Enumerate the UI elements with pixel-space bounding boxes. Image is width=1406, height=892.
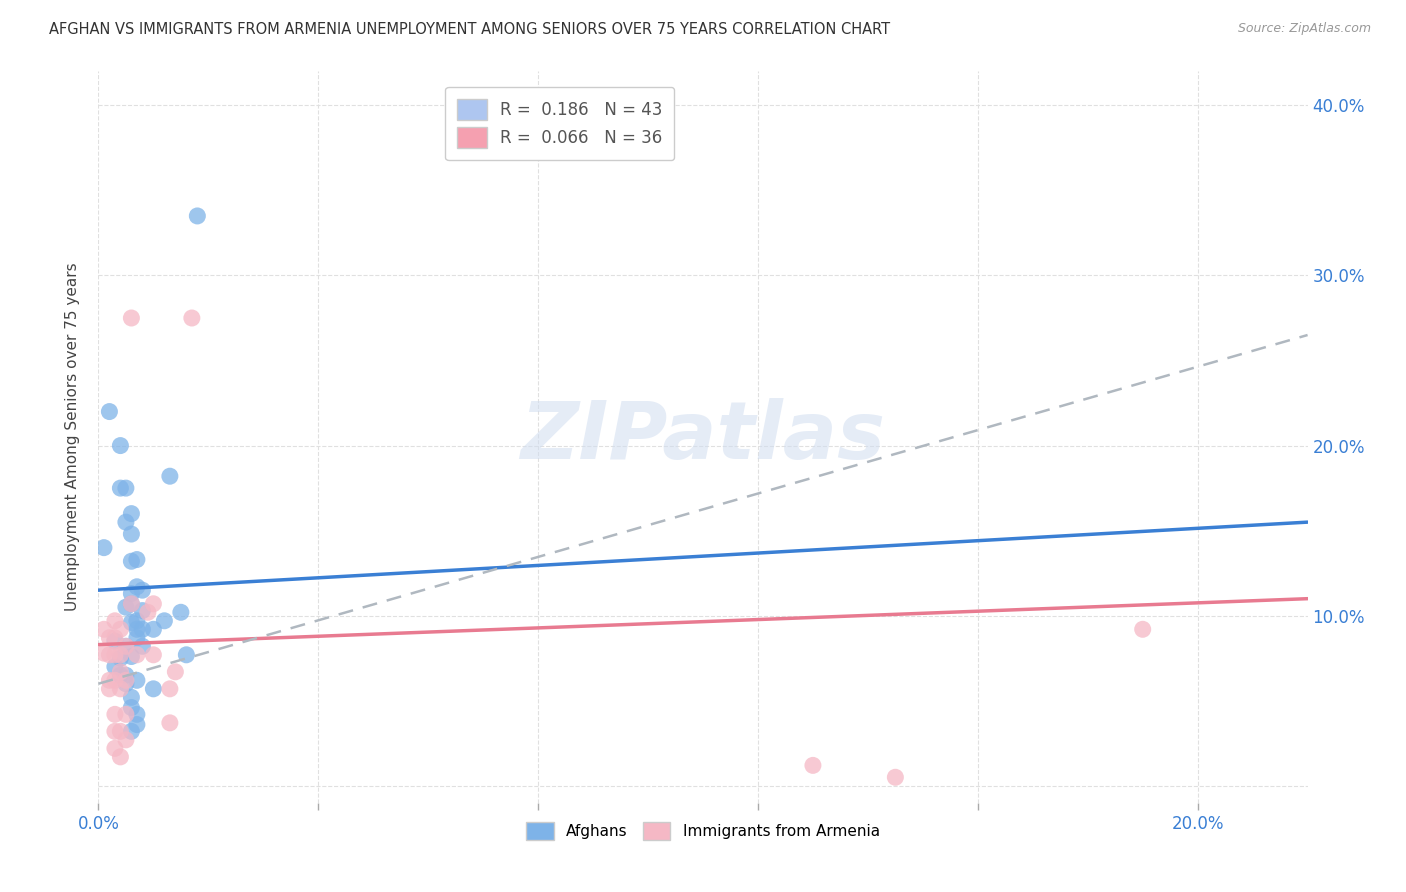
Point	[120, 527, 142, 541]
Point	[104, 741, 127, 756]
Point	[110, 622, 132, 636]
Point	[110, 724, 132, 739]
Point	[120, 649, 142, 664]
Point	[142, 597, 165, 611]
Point	[98, 648, 121, 662]
Point	[120, 597, 142, 611]
Point	[120, 554, 142, 568]
Point	[159, 681, 181, 696]
Point	[125, 614, 148, 628]
Point	[131, 583, 153, 598]
Point	[125, 673, 148, 688]
Point	[120, 586, 142, 600]
Point	[115, 640, 138, 654]
Point	[110, 481, 132, 495]
Point	[115, 481, 138, 495]
Point	[170, 605, 193, 619]
Point	[153, 614, 176, 628]
Point	[104, 659, 127, 673]
Point	[104, 631, 127, 645]
Point	[125, 631, 148, 645]
Point	[120, 700, 142, 714]
Point	[176, 648, 198, 662]
Point	[142, 622, 165, 636]
Point	[104, 648, 127, 662]
Point	[884, 770, 907, 784]
Point	[1132, 622, 1154, 636]
Point	[115, 600, 138, 615]
Point	[120, 597, 142, 611]
Point	[165, 665, 187, 679]
Point	[120, 724, 142, 739]
Point	[131, 640, 153, 654]
Point	[120, 311, 142, 326]
Point	[159, 469, 181, 483]
Point	[120, 507, 142, 521]
Point	[120, 690, 142, 705]
Point	[104, 707, 127, 722]
Point	[115, 673, 138, 688]
Point	[801, 758, 824, 772]
Text: Source: ZipAtlas.com: Source: ZipAtlas.com	[1237, 22, 1371, 36]
Point	[110, 750, 132, 764]
Point	[125, 580, 148, 594]
Y-axis label: Unemployment Among Seniors over 75 years: Unemployment Among Seniors over 75 years	[65, 263, 80, 611]
Point	[115, 677, 138, 691]
Point	[98, 404, 121, 418]
Point	[93, 622, 115, 636]
Point	[131, 622, 153, 636]
Point	[110, 668, 132, 682]
Point	[110, 651, 132, 665]
Point	[98, 681, 121, 696]
Point	[93, 541, 115, 555]
Point	[125, 622, 148, 636]
Point	[98, 673, 121, 688]
Text: AFGHAN VS IMMIGRANTS FROM ARMENIA UNEMPLOYMENT AMONG SENIORS OVER 75 YEARS CORRE: AFGHAN VS IMMIGRANTS FROM ARMENIA UNEMPL…	[49, 22, 890, 37]
Point	[186, 209, 208, 223]
Point	[125, 717, 148, 731]
Point	[159, 715, 181, 730]
Point	[110, 439, 132, 453]
Point	[131, 604, 153, 618]
Point	[104, 614, 127, 628]
Point	[142, 681, 165, 696]
Point	[110, 665, 132, 679]
Point	[142, 648, 165, 662]
Point	[136, 605, 159, 619]
Point	[93, 646, 115, 660]
Point	[115, 640, 138, 654]
Point	[115, 732, 138, 747]
Point	[120, 615, 142, 630]
Point	[115, 707, 138, 722]
Point	[110, 648, 132, 662]
Point	[104, 724, 127, 739]
Point	[104, 673, 127, 688]
Point	[115, 515, 138, 529]
Point	[104, 634, 127, 648]
Point	[180, 311, 202, 326]
Point	[125, 552, 148, 566]
Point	[125, 648, 148, 662]
Legend: Afghans, Immigrants from Armenia: Afghans, Immigrants from Armenia	[520, 815, 886, 847]
Point	[115, 668, 138, 682]
Point	[110, 681, 132, 696]
Text: ZIPatlas: ZIPatlas	[520, 398, 886, 476]
Point	[98, 631, 121, 645]
Point	[125, 707, 148, 722]
